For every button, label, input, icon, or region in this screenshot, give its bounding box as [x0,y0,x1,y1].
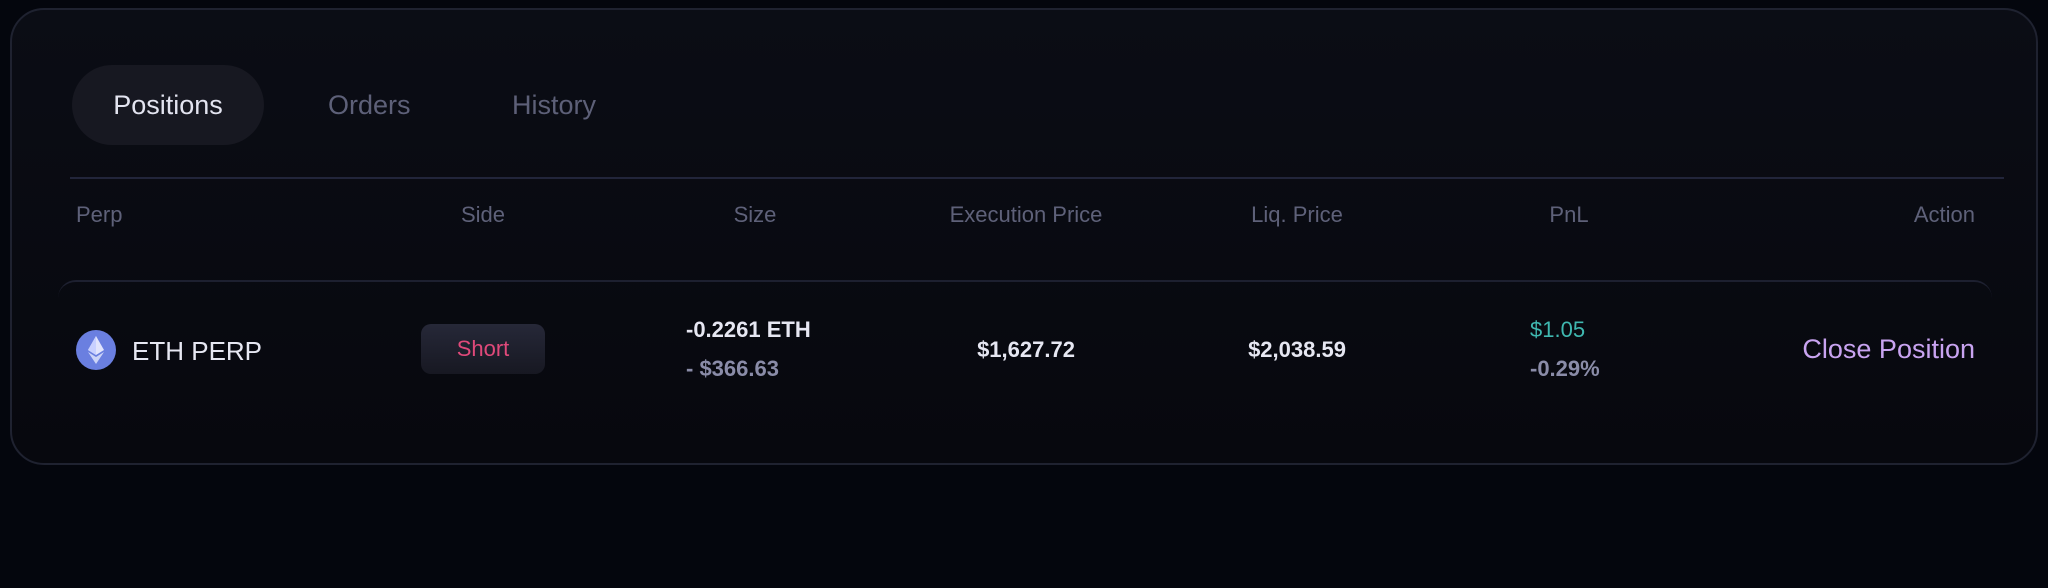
size-usd: - $366.63 [686,356,779,381]
pnl-value: $1.05 [1530,317,1586,342]
column-header-pnl: PnL [1549,202,1589,227]
column-header-perp: Perp [76,202,123,227]
column-header-execution-price: Execution Price [949,202,1103,227]
column-header-action: Action [1913,202,1975,227]
positions-panel: Positions Orders History [10,8,2038,465]
tab-positions[interactable]: Positions [72,65,264,145]
table-row [58,280,1992,442]
side-badge-short: Short [421,324,545,374]
perp-name: ETH PERP [132,336,263,366]
column-header-size: Size [733,202,777,227]
tab-history[interactable]: History [512,90,597,120]
tab-orders[interactable]: Orders [328,90,411,120]
execution-price: $1,627.72 [977,337,1075,362]
divider [70,177,2004,179]
ethereum-icon [76,330,116,370]
column-header-liq-price: Liq. Price [1251,202,1343,227]
pnl-percent: -0.29% [1530,356,1600,381]
close-position-button[interactable]: Close Position [1802,334,1975,364]
column-header-side: Side [460,202,506,227]
size-amount: -0.2261 ETH [686,317,811,342]
liq-price: $2,038.59 [1248,337,1346,362]
